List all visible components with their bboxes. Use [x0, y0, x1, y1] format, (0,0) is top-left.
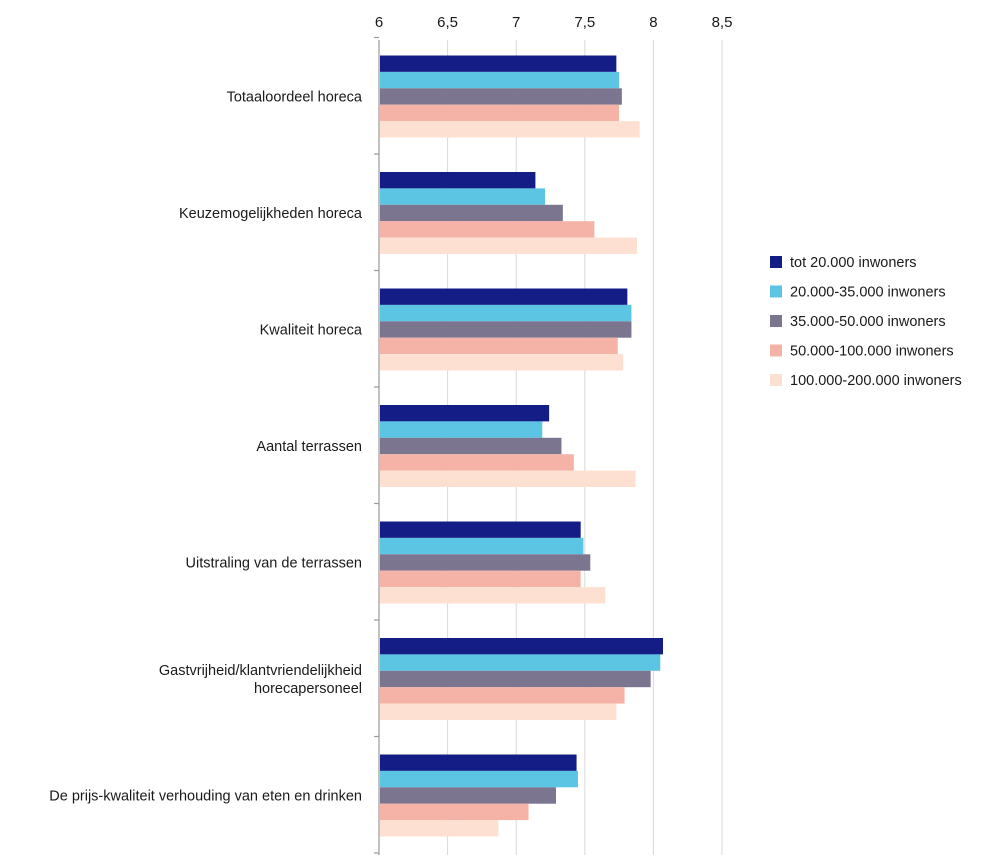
category-label: De prijs-kwaliteit verhouding van eten e… [49, 789, 362, 805]
category-axis [374, 36, 380, 855]
bars [380, 55, 664, 837]
bar [380, 421, 543, 438]
category-label: Totaaloordeel horeca [227, 90, 363, 106]
legend-swatch [770, 315, 782, 327]
bar [380, 570, 581, 588]
bar [380, 554, 591, 571]
bar [380, 55, 617, 72]
bar [380, 188, 546, 205]
bar [380, 221, 595, 238]
bar [380, 470, 636, 487]
category-label: Uitstraling van de terrassen [186, 556, 363, 572]
bar [380, 670, 651, 688]
category-label: horecapersoneel [254, 681, 362, 697]
category-label: Aantal terrassen [256, 439, 362, 455]
legend: tot 20.000 inwoners 20.000-35.000 inwoner… [770, 255, 962, 389]
x-tick-label: 7 [512, 14, 520, 31]
bar [380, 521, 581, 538]
category-label: Kwaliteit horeca [260, 323, 363, 339]
bar [380, 687, 625, 704]
bar [380, 803, 529, 821]
bar [380, 337, 618, 355]
bar [380, 405, 550, 422]
bar [380, 354, 624, 371]
bar [380, 71, 620, 89]
value-axis-ticks: 6 6,5 7 7,5 8 8,5 [375, 14, 733, 31]
legend-label: 50.000-100.000 inwoners [790, 344, 954, 360]
bar [380, 587, 606, 604]
bar [380, 454, 574, 471]
bar [380, 288, 628, 305]
bar [380, 638, 664, 655]
legend-swatch [770, 344, 782, 357]
bar [380, 703, 617, 720]
bar [380, 172, 536, 189]
bar [380, 204, 563, 222]
bar [380, 770, 578, 788]
bar [380, 537, 584, 555]
x-tick-label: 7,5 [574, 14, 595, 31]
bar [380, 787, 556, 804]
category-label: Keuzemogelijkheden horeca [179, 206, 363, 222]
bar [380, 121, 640, 138]
bar [380, 104, 620, 122]
x-tick-label: 6,5 [437, 14, 458, 31]
category-label: Gastvrijheid/klantvriendelijkheid [159, 663, 362, 679]
x-tick-label: 8 [649, 14, 657, 31]
legend-label: 20.000-35.000 inwoners [790, 285, 946, 301]
bar [380, 754, 577, 771]
legend-swatch [770, 374, 782, 386]
bar [380, 437, 562, 455]
legend-swatch [770, 256, 782, 268]
bar [380, 654, 661, 671]
bar [380, 321, 632, 338]
x-tick-label: 8,5 [712, 14, 733, 31]
bar [380, 820, 499, 837]
bar [380, 237, 637, 254]
legend-swatch [770, 285, 782, 298]
x-tick-label: 6 [375, 14, 383, 31]
bar [380, 88, 622, 105]
bar [380, 304, 632, 322]
legend-label: 100.000-200.000 inwoners [790, 373, 962, 389]
legend-label: 35.000-50.000 inwoners [790, 314, 946, 330]
legend-label: tot 20.000 inwoners [790, 255, 917, 271]
category-labels: Totaaloordeel horeca Keuzemogelijkheden h… [49, 90, 363, 805]
